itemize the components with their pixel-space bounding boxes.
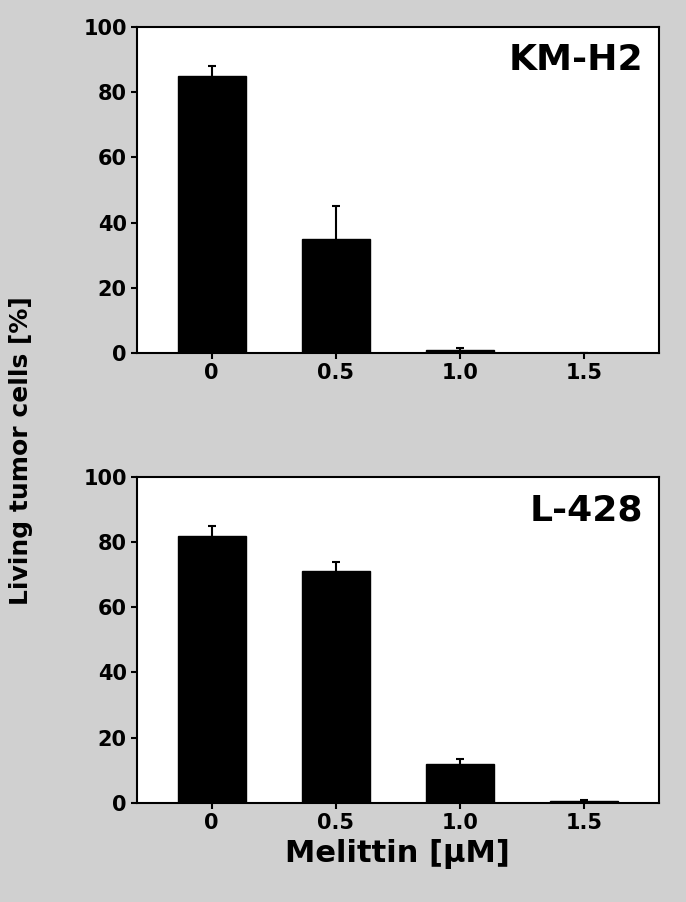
Text: L-428: L-428 (530, 493, 643, 527)
X-axis label: Melittin [μM]: Melittin [μM] (285, 839, 510, 869)
Text: Living tumor cells [%]: Living tumor cells [%] (9, 297, 32, 605)
Bar (426, 350, 494, 353)
Bar (178, 536, 246, 803)
Bar (178, 76, 246, 353)
Bar (426, 764, 494, 803)
Bar (302, 571, 370, 803)
Text: KM-H2: KM-H2 (508, 43, 643, 78)
Bar (550, 801, 618, 803)
Bar (302, 239, 370, 353)
